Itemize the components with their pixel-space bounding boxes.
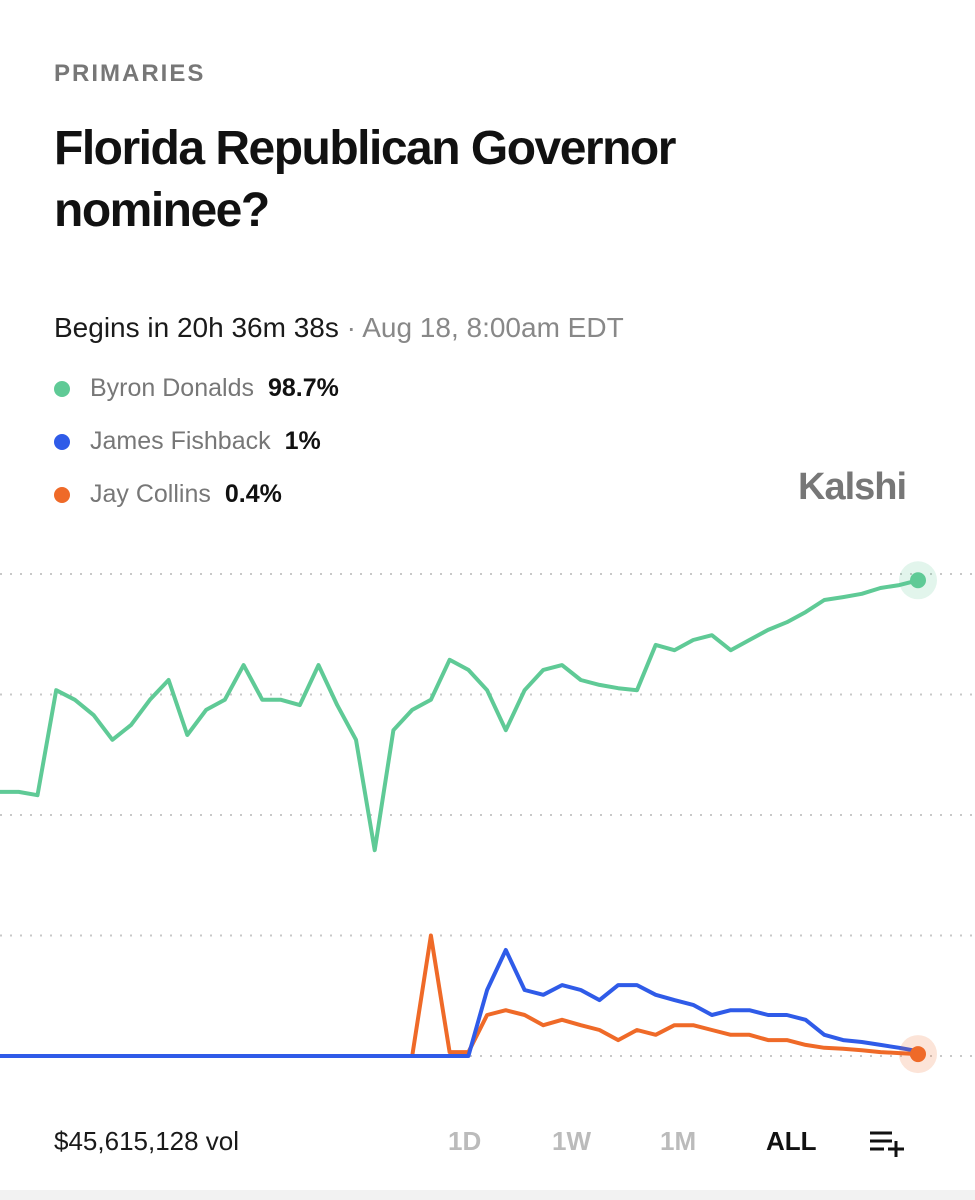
volume: $45,615,128 vol bbox=[54, 1126, 240, 1156]
legend-dot bbox=[54, 486, 70, 503]
range-tab[interactable]: 1M bbox=[660, 1126, 697, 1156]
title: Florida Republican Governor nominee? bbox=[54, 122, 676, 237]
brand: Kalshi bbox=[798, 466, 907, 508]
series-line bbox=[0, 933, 919, 1058]
legend-value: 1% bbox=[284, 427, 321, 455]
add-icon[interactable] bbox=[868, 1128, 908, 1158]
legend-name: Byron Donalds bbox=[90, 374, 254, 402]
chart bbox=[0, 561, 975, 1074]
countdown: Begins in 20h 36m 38s bbox=[54, 312, 339, 343]
divider bbox=[0, 1190, 975, 1200]
legend-item: James Fishback 1% bbox=[54, 427, 321, 456]
separator: · bbox=[346, 312, 356, 343]
series-line bbox=[0, 578, 919, 853]
legend-name: James Fishback bbox=[90, 427, 271, 455]
legend-dot bbox=[54, 433, 70, 450]
legend-value: 0.4% bbox=[224, 480, 282, 508]
end-dot bbox=[910, 1046, 926, 1063]
range-tab[interactable]: ALL bbox=[766, 1126, 817, 1156]
range-tab[interactable]: 1D bbox=[448, 1126, 482, 1156]
range-tab[interactable]: 1W bbox=[552, 1126, 591, 1156]
category: PRIMARIES bbox=[54, 60, 206, 87]
date: Aug 18, 8:00am EDT bbox=[362, 312, 624, 343]
legend-dot bbox=[54, 380, 70, 397]
series-line bbox=[0, 948, 919, 1058]
legend-item: Jay Collins 0.4% bbox=[54, 480, 282, 509]
legend-value: 98.7% bbox=[267, 374, 339, 402]
schedule: Begins in 20h 36m 38s · Aug 18, 8:00am E… bbox=[54, 312, 624, 344]
legend-name: Jay Collins bbox=[90, 480, 211, 508]
legend-item: Byron Donalds 98.7% bbox=[54, 374, 339, 403]
end-dot bbox=[910, 572, 926, 589]
